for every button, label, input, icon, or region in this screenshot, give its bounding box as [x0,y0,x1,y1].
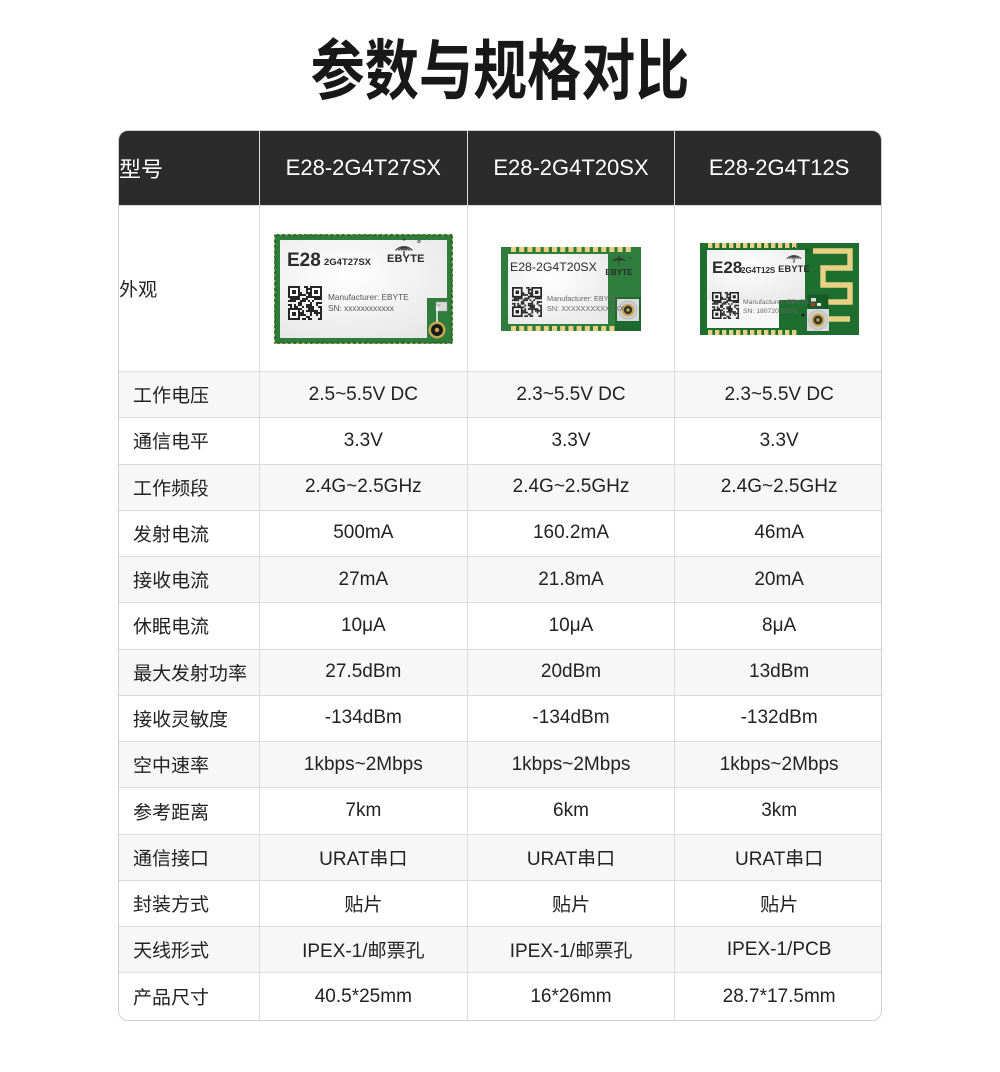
svg-text:EBYTE: EBYTE [605,268,633,277]
svg-text:EBYTE: EBYTE [778,264,810,274]
svg-text:SN: XXXXXXXXXXXXX: SN: XXXXXXXXXXXXX [547,304,625,313]
svg-text:2G4T27SX: 2G4T27SX [324,257,372,268]
svg-text:E28: E28 [287,250,321,271]
svg-text:Manufacturer: EBYTE: Manufacturer: EBYTE [547,294,618,303]
svg-text:2G4T12S: 2G4T12S [741,266,776,275]
svg-text:EBYTE: EBYTE [387,253,425,265]
svg-text:E28-2G4T20SX: E28-2G4T20SX [510,260,597,274]
svg-text:Manufacturer: EBYTE: Manufacturer: EBYTE [743,299,810,306]
svg-text:Manufacturer: EBYTE: Manufacturer: EBYTE [328,292,409,302]
svg-text:SN: xxxxxxxxxxxx: SN: xxxxxxxxxxxx [328,303,395,313]
svg-text:E28: E28 [712,258,742,277]
svg-text:SN: 18072000001: SN: 18072000001 [743,308,798,315]
